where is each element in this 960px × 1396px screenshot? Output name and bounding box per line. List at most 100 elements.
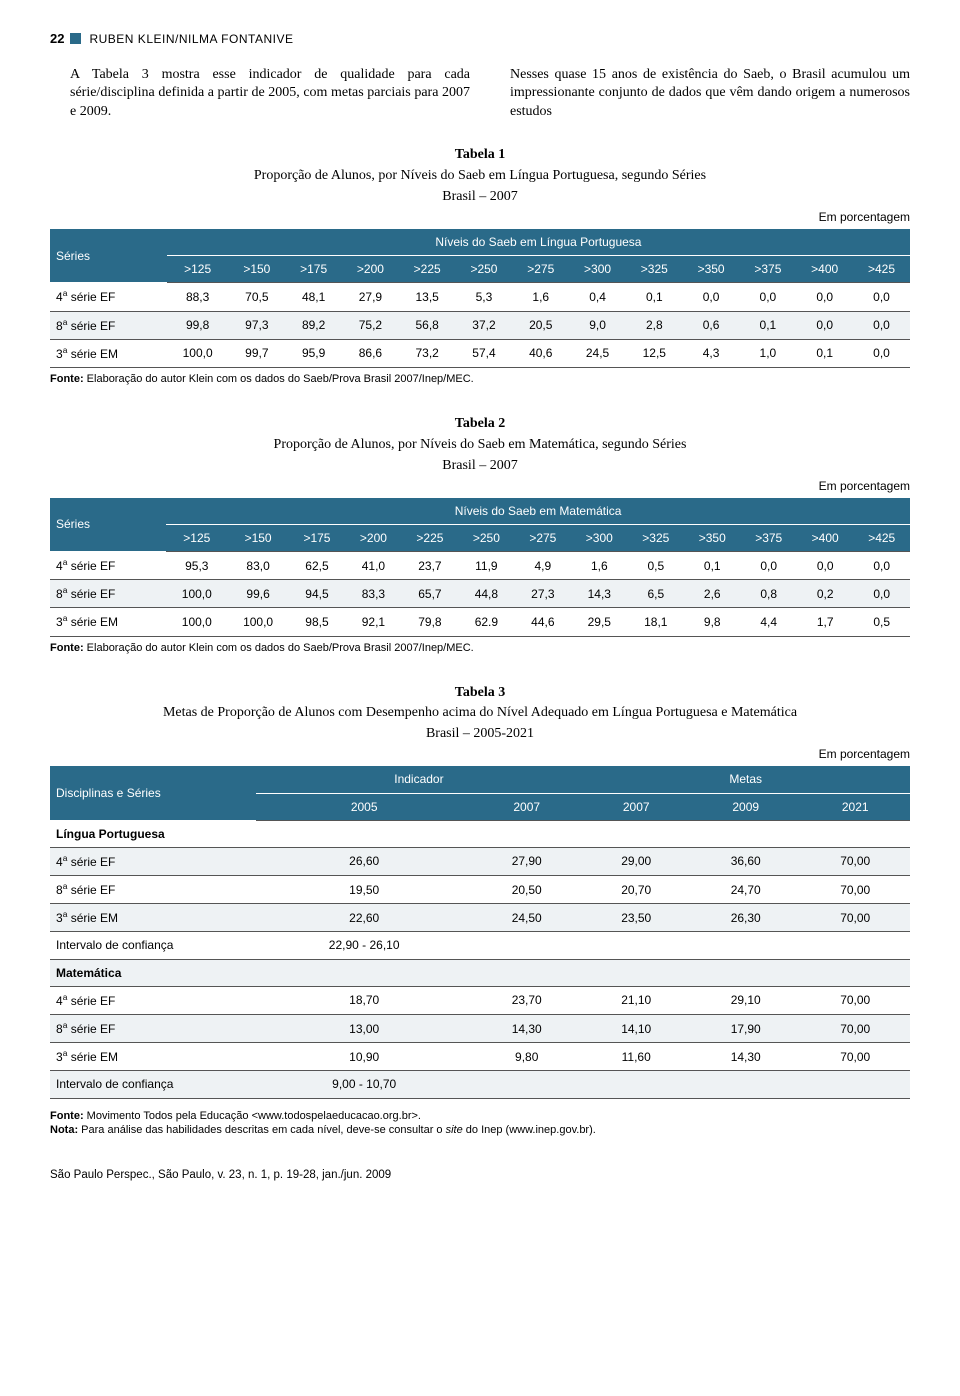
cell: 10,90 [256,1043,472,1071]
table-row: 8a série EF19,5020,5020,7024,7070,00 [50,876,910,904]
cell: 0,0 [740,552,796,580]
cell: 0,1 [796,339,853,367]
table-row: 3a série EM100,0100,098,592,179,862.944,… [50,608,910,636]
table-2-unit: Em porcentagem [50,478,910,494]
cell: 24,50 [472,904,582,932]
cell: 2,6 [684,580,740,608]
cell: 23,70 [472,986,582,1014]
cell: 22,60 [256,904,472,932]
cell [581,1071,691,1098]
cell: 97,3 [228,311,285,339]
table-3-fonte: Fonte: Movimento Todos pela Educação <ww… [50,1109,910,1139]
authors: RUBEN KLEIN/NILMA FONTANIVE [89,31,293,47]
cell: 18,1 [628,608,684,636]
row-label: 3a série EM [50,1043,256,1071]
cell: 4,3 [683,339,740,367]
cell: 0,1 [626,283,683,311]
cell: 20,5 [512,311,569,339]
table-row: Intervalo de confiança22,90 - 26,10 [50,932,910,959]
row-label: 4a série EF [50,986,256,1014]
table-3-block: Tabela 3 Metas de Proporção de Alunos co… [50,684,910,1139]
cell: 9,8 [684,608,740,636]
cell: 0,0 [796,283,853,311]
cell: 26,60 [256,847,472,875]
cell: 62,5 [289,552,345,580]
cell: 70,5 [228,283,285,311]
cell: 19,50 [256,876,472,904]
cell: 23,7 [402,552,458,580]
row-label: 8a série EF [50,1015,256,1043]
cell: 100,0 [166,580,227,608]
column-header: >250 [456,256,513,283]
cell: 83,3 [345,580,401,608]
cell: 1,0 [739,339,796,367]
cell: 22,90 - 26,10 [256,932,472,959]
cell: 18,70 [256,986,472,1014]
table-1-group-header: Níveis do Saeb em Língua Portuguesa [167,229,910,256]
table-1: Séries Níveis do Saeb em Língua Portugue… [50,229,910,368]
cell: 89,2 [285,311,342,339]
table-row: 8a série EF99,897,389,275,256,837,220,59… [50,311,910,339]
table-1-subtitle-1: Proporção de Alunos, por Níveis do Saeb … [50,167,910,186]
table-1-series-header: Séries [50,229,167,283]
cell: 0,2 [797,580,853,608]
cell: 56,8 [399,311,456,339]
table-3-subtitle-1: Metas de Proporção de Alunos com Desempe… [50,704,910,723]
cell: 70,00 [800,876,910,904]
cell: 98,5 [289,608,345,636]
column-header: >125 [166,524,227,551]
cell: 48,1 [285,283,342,311]
cell: 27,3 [515,580,571,608]
cell: 0,5 [853,608,910,636]
column-header: >200 [342,256,399,283]
row-label: 3a série EM [50,608,166,636]
column-header: >375 [739,256,796,283]
table-row: 4a série EF26,6027,9029,0036,6070,00 [50,847,910,875]
row-label: 4a série EF [50,283,167,311]
column-header: >275 [512,256,569,283]
cell: 14,30 [691,1043,801,1071]
cell: 29,10 [691,986,801,1014]
column-header: 2009 [691,793,801,820]
table-1-unit: Em porcentagem [50,209,910,225]
cell: 0,0 [853,311,910,339]
cell: 9,00 - 10,70 [256,1071,472,1098]
row-label: Intervalo de confiança [50,932,256,959]
row-label: 3a série EM [50,904,256,932]
column-header: >425 [853,256,910,283]
cell: 13,5 [399,283,456,311]
cell: 0,0 [853,339,910,367]
cell: 4,9 [515,552,571,580]
row-label: 8a série EF [50,876,256,904]
cell: 4,4 [740,608,796,636]
column-header: >200 [345,524,401,551]
column-header: >325 [626,256,683,283]
cell: 12,5 [626,339,683,367]
page-number: 22 [50,30,64,48]
cell: 0,0 [796,311,853,339]
cell: 27,90 [472,847,582,875]
cell: 11,60 [581,1043,691,1071]
table-2-subtitle-1: Proporção de Alunos, por Níveis do Saeb … [50,436,910,455]
cell [472,1071,582,1098]
cell: 100,0 [166,608,227,636]
cell [472,932,582,959]
intro-col-1: A Tabela 3 mostra esse indicador de qual… [70,66,470,123]
table-row: 3a série EM100,099,795,986,673,257,440,6… [50,339,910,367]
cell: 29,5 [571,608,627,636]
column-header: >225 [402,524,458,551]
column-header: >175 [289,524,345,551]
cell: 20,70 [581,876,691,904]
cell: 24,5 [569,339,626,367]
column-header: >300 [569,256,626,283]
column-header: >375 [740,524,796,551]
table-row: 8a série EF13,0014,3014,1017,9070,00 [50,1015,910,1043]
cell: 0,5 [628,552,684,580]
cell: 86,6 [342,339,399,367]
cell: 88,3 [167,283,229,311]
table-2-title: Tabela 2 [50,415,910,434]
table-2-group-header: Níveis do Saeb em Matemática [166,498,910,525]
cell: 0,0 [853,283,910,311]
cell: 70,00 [800,904,910,932]
fonte-text: Movimento Todos pela Educação <www.todos… [87,1110,421,1122]
